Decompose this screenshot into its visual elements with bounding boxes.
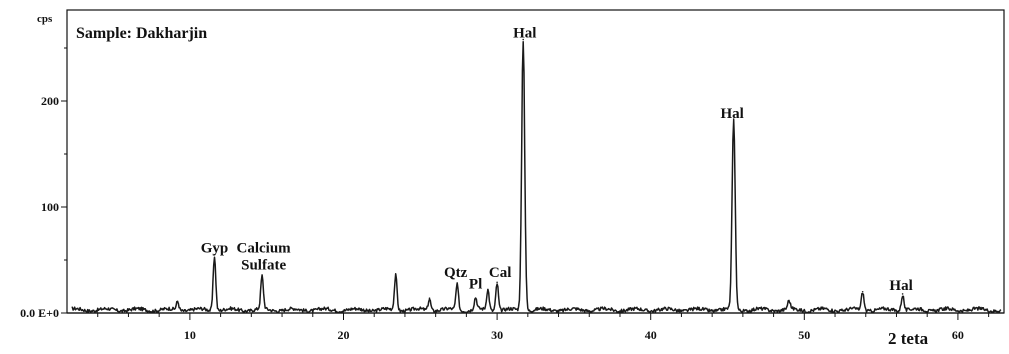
peak-label: Hal — [513, 26, 536, 42]
y-tick-label: 100 — [41, 200, 59, 214]
peak-label: Hal — [889, 278, 912, 294]
x-tick-label: 30 — [491, 328, 503, 342]
plot-frame — [66, 9, 1005, 314]
x-tick-label: 20 — [337, 328, 349, 342]
peak-label: Sulfate — [241, 258, 286, 274]
peak-point — [901, 293, 904, 295]
diffraction-trace — [71, 40, 1002, 314]
peak-label: Cal — [489, 265, 512, 281]
tick-layer — [61, 38, 1004, 320]
x-tick-label: 60 — [952, 328, 964, 342]
x-tick-label: 40 — [645, 328, 657, 342]
annotation-layer: 10 20 30 40 50 60 0.0 E+0 100 200 Gyp CalciumSulfa… — [20, 26, 964, 342]
y-axis-label: cps — [37, 13, 53, 25]
peak-label: Hal — [720, 106, 743, 122]
peak-label: Pl — [469, 277, 482, 293]
x-tick-label: 50 — [798, 328, 810, 342]
peak-point — [496, 281, 498, 284]
peak-point — [213, 253, 216, 256]
peak-point — [522, 38, 525, 41]
peak-point — [861, 291, 864, 293]
peak-label: Qtz — [444, 265, 468, 281]
peak-label: Gyp — [201, 241, 229, 257]
x-axis-label: 2 teta — [888, 329, 929, 348]
x-tick-label: 10 — [184, 328, 196, 342]
y-tick-label: 200 — [41, 94, 59, 108]
y-tick-label: 0.0 E+0 — [20, 306, 59, 320]
chart-title: Sample: Dakharjin — [76, 25, 207, 42]
peak-label: Calcium — [237, 241, 292, 257]
